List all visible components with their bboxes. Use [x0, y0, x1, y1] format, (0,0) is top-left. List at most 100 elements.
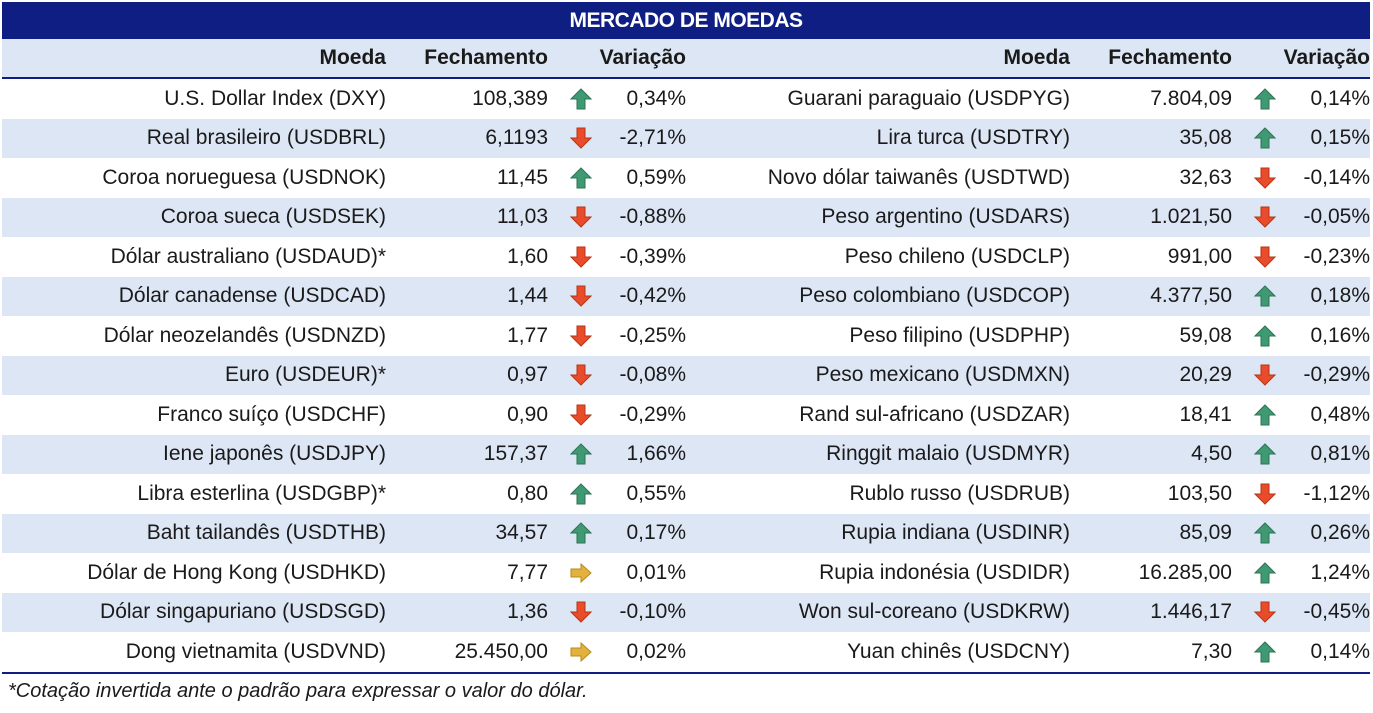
closing-value: 1,77: [507, 323, 548, 347]
variation-cell: -0,14%: [1232, 166, 1370, 190]
currency-name: Dólar de Hong Kong (USDHKD): [87, 560, 386, 584]
variation-value: -0,23%: [1303, 244, 1370, 268]
variation-cell: 0,14%: [1232, 640, 1370, 664]
currency-name: Rupia indonésia (USDIDR): [819, 560, 1070, 584]
variation-cell: 0,48%: [1232, 403, 1370, 427]
variation-cell: 0,14%: [1232, 87, 1370, 111]
arrow-up-icon: [570, 483, 592, 505]
variation-cell: -0,10%: [548, 600, 686, 624]
variation-value: -0,29%: [1303, 363, 1370, 387]
variation-cell: -0,29%: [1232, 363, 1370, 387]
table-row: Guarani paraguaio (USDPYG) 7.804,09 0,14%: [686, 79, 1370, 119]
variation-cell: 0,81%: [1232, 442, 1370, 466]
variation-cell: -0,05%: [1232, 205, 1370, 229]
table-row: Euro (USDEUR)* 0,97 -0,08%: [2, 355, 686, 395]
variation-cell: -0,29%: [548, 403, 686, 427]
arrow-down-icon: [570, 601, 592, 623]
table-row: Peso argentino (USDARS) 1.021,50 -0,05%: [686, 197, 1370, 237]
right-column-group: Moeda Fechamento Variação Guarani paragu…: [686, 39, 1370, 672]
table-row: Dólar australiano (USDAUD)* 1,60 -0,39%: [2, 237, 686, 277]
closing-value: 7,30: [1191, 639, 1232, 663]
closing-value: 18,41: [1179, 402, 1232, 426]
closing-value: 32,63: [1179, 165, 1232, 189]
arrow-up-icon: [570, 443, 592, 465]
variation-cell: -0,45%: [1232, 600, 1370, 624]
closing-value: 1.446,17: [1150, 600, 1232, 624]
currency-name: Dólar canadense (USDCAD): [118, 284, 386, 308]
variation-cell: 1,66%: [548, 442, 686, 466]
variation-cell: 1,24%: [1232, 561, 1370, 585]
variation-cell: 0,17%: [548, 521, 686, 545]
table-row: Franco suíço (USDCHF) 0,90 -0,29%: [2, 395, 686, 435]
left-column-group: Moeda Fechamento Variação U.S. Dollar In…: [2, 39, 686, 672]
variation-value: -0,88%: [619, 205, 686, 229]
table-row: Dólar neozelandês (USDNZD) 1,77 -0,25%: [2, 316, 686, 356]
closing-value: 7,77: [507, 560, 548, 584]
variation-value: 0,16%: [1310, 323, 1370, 347]
variation-cell: 0,02%: [548, 640, 686, 664]
arrow-up-icon: [1254, 641, 1276, 663]
footnote: *Cotação invertida ante o padrão para ex…: [8, 679, 588, 702]
currency-name: Novo dólar taiwanês (USDTWD): [767, 165, 1070, 189]
arrow-down-icon: [1254, 206, 1276, 228]
variation-value: -0,42%: [619, 284, 686, 308]
table-columns: Moeda Fechamento Variação U.S. Dollar In…: [2, 39, 1370, 672]
arrow-down-icon: [1254, 246, 1276, 268]
closing-value: 4,50: [1191, 442, 1232, 466]
table-row: Coroa norueguesa (USDNOK) 11,45 0,59%: [2, 158, 686, 198]
arrow-down-icon: [570, 246, 592, 268]
closing-value: 0,80: [507, 481, 548, 505]
arrow-up-icon: [1254, 562, 1276, 584]
variation-value: 0,14%: [1310, 639, 1370, 663]
variation-value: -0,45%: [1303, 600, 1370, 624]
currency-name: Peso colombiano (USDCOP): [799, 284, 1070, 308]
arrow-down-icon: [570, 364, 592, 386]
table-row: Peso chileno (USDCLP) 991,00 -0,23%: [686, 237, 1370, 277]
variation-value: -2,71%: [619, 126, 686, 150]
currency-name: Dólar singapuriano (USDSGD): [100, 600, 386, 624]
currency-name: Dólar neozelandês (USDNZD): [103, 323, 386, 347]
arrow-up-icon: [1254, 522, 1276, 544]
table-row: Iene japonês (USDJPY) 157,37 1,66%: [2, 434, 686, 474]
arrow-up-icon: [1254, 88, 1276, 110]
closing-value: 11,03: [497, 205, 548, 229]
table-row: Rupia indonésia (USDIDR) 16.285,00 1,24%: [686, 553, 1370, 593]
currency-name: Coroa sueca (USDSEK): [160, 205, 386, 229]
table-row: Ringgit malaio (USDMYR) 4,50 0,81%: [686, 434, 1370, 474]
variation-cell: 0,18%: [1232, 284, 1370, 308]
table-title: MERCADO DE MOEDAS: [2, 2, 1370, 39]
closing-value: 11,45: [497, 165, 548, 189]
table-row: Peso colombiano (USDCOP) 4.377,50 0,18%: [686, 276, 1370, 316]
bottom-rule: [2, 671, 1370, 674]
table-row: Dólar canadense (USDCAD) 1,44 -0,42%: [2, 276, 686, 316]
arrow-up-icon: [1254, 325, 1276, 347]
currency-name: Rublo russo (USDRUB): [849, 481, 1070, 505]
currency-name: Ringgit malaio (USDMYR): [826, 442, 1070, 466]
closing-value: 991,00: [1167, 244, 1232, 268]
table-row: Peso filipino (USDPHP) 59,08 0,16%: [686, 316, 1370, 356]
table-row: Coroa sueca (USDSEK) 11,03 -0,88%: [2, 197, 686, 237]
arrow-up-icon: [1254, 285, 1276, 307]
currency-name: Peso argentino (USDARS): [821, 205, 1070, 229]
variation-value: 0,81%: [1310, 442, 1370, 466]
closing-value: 1,60: [507, 244, 548, 268]
variation-cell: -0,08%: [548, 363, 686, 387]
currency-name: Libra esterlina (USDGBP)*: [137, 481, 386, 505]
variation-value: 0,34%: [626, 86, 686, 110]
header-fechamento: Fechamento: [424, 46, 548, 69]
variation-value: 0,59%: [626, 165, 686, 189]
variation-value: 0,48%: [1310, 402, 1370, 426]
closing-value: 16.285,00: [1138, 560, 1232, 584]
table-row: Rublo russo (USDRUB) 103,50 -1,12%: [686, 474, 1370, 514]
variation-cell: 0,55%: [548, 482, 686, 506]
closing-value: 34,57: [495, 521, 548, 545]
currency-name: Coroa norueguesa (USDNOK): [102, 165, 386, 189]
table-row: Dong vietnamita (USDVND) 25.450,00 0,02%: [2, 632, 686, 672]
table-row: Rand sul-africano (USDZAR) 18,41 0,48%: [686, 395, 1370, 435]
table-row: Novo dólar taiwanês (USDTWD) 32,63 -0,14%: [686, 158, 1370, 198]
currency-name: Peso filipino (USDPHP): [849, 323, 1070, 347]
variation-value: 0,01%: [626, 560, 686, 584]
currency-name: Franco suíço (USDCHF): [157, 402, 386, 426]
variation-cell: -1,12%: [1232, 482, 1370, 506]
variation-cell: -0,39%: [548, 245, 686, 269]
